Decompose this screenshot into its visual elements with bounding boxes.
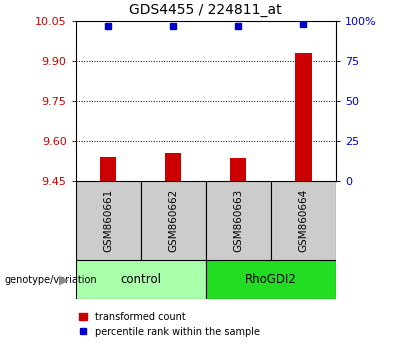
Text: GSM860662: GSM860662 — [168, 189, 178, 252]
Text: genotype/variation: genotype/variation — [4, 275, 97, 285]
Text: GSM860663: GSM860663 — [234, 189, 243, 252]
Title: GDS4455 / 224811_at: GDS4455 / 224811_at — [129, 4, 282, 17]
Bar — [206, 260, 336, 299]
Bar — [100, 156, 116, 181]
Bar — [76, 181, 141, 260]
Text: GSM860664: GSM860664 — [299, 189, 308, 252]
Legend: transformed count, percentile rank within the sample: transformed count, percentile rank withi… — [76, 308, 264, 341]
Bar — [141, 181, 206, 260]
Bar — [165, 153, 181, 181]
Bar — [271, 181, 336, 260]
Bar — [295, 53, 312, 181]
Text: RhoGDI2: RhoGDI2 — [245, 273, 297, 286]
Bar — [206, 181, 271, 260]
Text: GSM860661: GSM860661 — [103, 189, 113, 252]
Text: control: control — [120, 273, 161, 286]
Bar — [76, 260, 206, 299]
Text: ▶: ▶ — [59, 273, 68, 286]
Bar — [230, 158, 247, 181]
